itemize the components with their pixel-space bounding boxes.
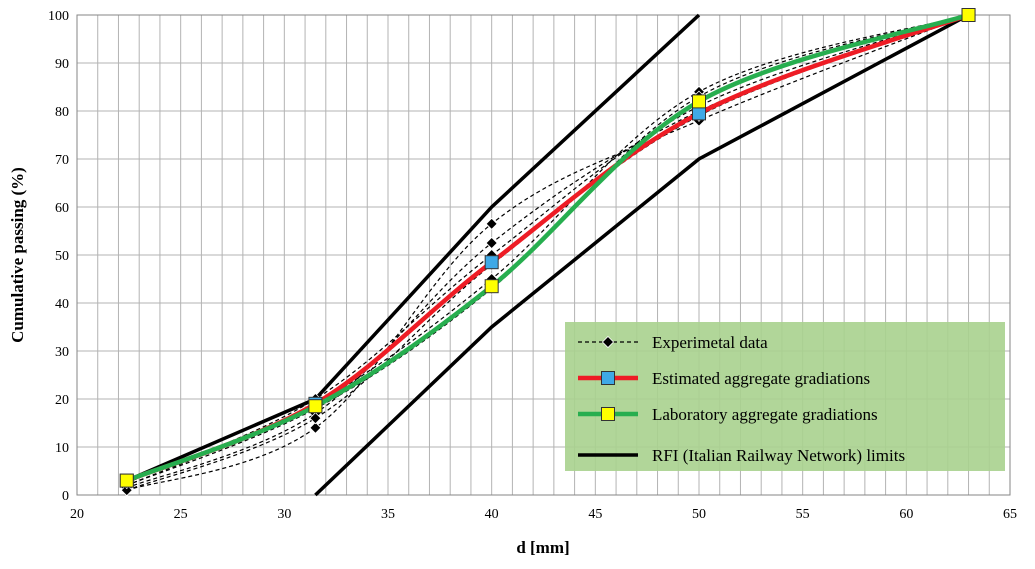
y-tick-label: 90 [55,57,69,72]
y-tick-label: 10 [55,441,69,456]
experimental-curve [126,14,969,486]
experimental-point [309,421,322,434]
estimated-point [692,106,706,121]
laboratory-point [961,8,976,22]
legend-marker-estimated [601,371,615,385]
x-tick-label: 25 [174,507,188,522]
legend-label-experimental: Experimetal data [652,333,768,352]
laboratory-point [119,473,134,488]
legend-label-estimated: Estimated aggregate gradiations [652,369,870,388]
x-tick-label: 60 [899,507,913,522]
x-tick-label: 65 [1003,507,1017,522]
y-tick-label: 80 [55,105,69,120]
x-tick-label: 45 [588,507,602,522]
estimated-point [484,255,499,270]
series-layer [119,8,976,497]
x-tick-label: 40 [485,507,499,522]
plot-frame [76,14,1011,496]
x-axis-title: d [mm] [516,538,569,557]
experimental-curve [126,14,969,486]
x-tick-label: 35 [381,507,395,522]
legend-marker-laboratory [601,407,615,421]
experimental-point [485,217,498,230]
y-axis-title: Cumulative passing (%) [8,167,27,343]
laboratory-point [484,279,499,294]
legend-background [565,322,1005,471]
y-tick-label: 100 [48,9,69,24]
y-tick-label: 60 [55,201,69,216]
y-tick-label: 40 [55,297,69,312]
y-tick-label: 0 [62,489,69,504]
legend-label-rfi-limits: RFI (Italian Railway Network) limits [652,446,905,465]
experimental-curve [126,14,969,484]
x-tick-label: 20 [70,507,84,522]
x-tick-label: 50 [692,507,706,522]
laboratory-point [308,399,323,414]
y-tick-label: 20 [55,393,69,408]
x-axis-tick-labels: 20 25 30 35 40 45 50 55 60 65 [70,507,1017,522]
legend-symbols [578,335,638,457]
laboratory-point [692,94,706,109]
legend: Experimetal data Estimated aggregate gra… [565,322,1005,471]
y-tick-label: 50 [55,249,69,264]
y-tick-label: 30 [55,345,69,360]
legend-marker-experimental [601,335,615,349]
experimental-point [309,412,322,425]
laboratory-gradation-line [125,12,970,483]
y-axis-tick-labels: 0 10 20 30 40 50 60 70 80 90 100 [48,9,69,504]
legend-label-laboratory: Laboratory aggregate gradiations [652,405,878,424]
y-tick-label: 70 [55,153,69,168]
rfi-upper-limit-line [126,13,701,483]
x-tick-label: 30 [277,507,291,522]
experimental-point [485,236,498,250]
rfi-lower-limit-line [314,13,970,497]
x-tick-label: 55 [796,507,810,522]
